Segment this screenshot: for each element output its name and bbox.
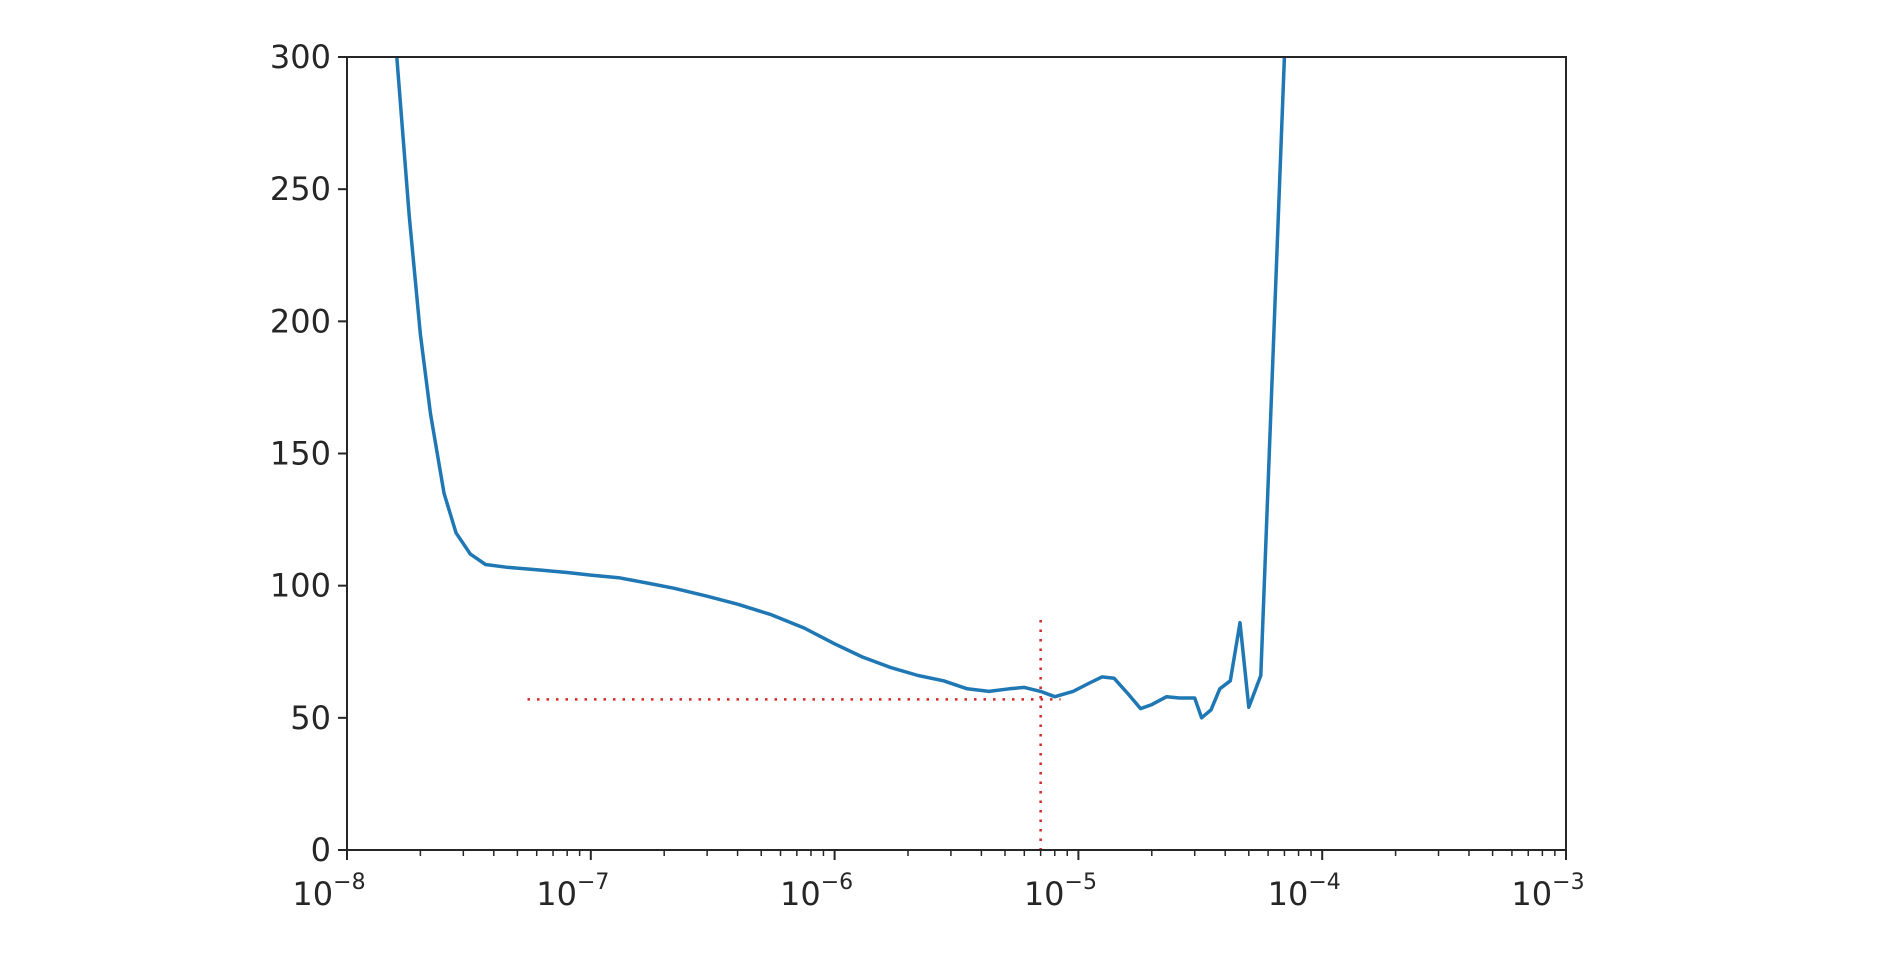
y-tick-label: 100 bbox=[270, 567, 331, 605]
x-tick-label: 10−8 bbox=[292, 870, 365, 913]
axes: 0 50 100 150 200 250 300 10−8 10−7 10−6 10−5 10−4 10… bbox=[270, 38, 1585, 913]
y-tick-label: 300 bbox=[270, 38, 331, 76]
series-line-0 bbox=[395, 57, 1287, 720]
y-tick-label: 0 bbox=[311, 831, 331, 869]
plot-frame bbox=[346, 56, 1567, 851]
y-tick-label: 200 bbox=[270, 302, 331, 340]
x-tick-label: 10−4 bbox=[1268, 870, 1341, 913]
x-tick-label: 10−7 bbox=[536, 870, 609, 913]
x-tick-label: 10−3 bbox=[1511, 870, 1584, 913]
plot-area bbox=[395, 57, 1287, 850]
y-tick-label: 150 bbox=[270, 435, 331, 473]
x-tick-label: 10−5 bbox=[1024, 870, 1097, 913]
x-tick-label: 10−6 bbox=[780, 870, 853, 913]
y-tick-label: 250 bbox=[270, 170, 331, 208]
y-tick-label: 50 bbox=[290, 699, 331, 737]
